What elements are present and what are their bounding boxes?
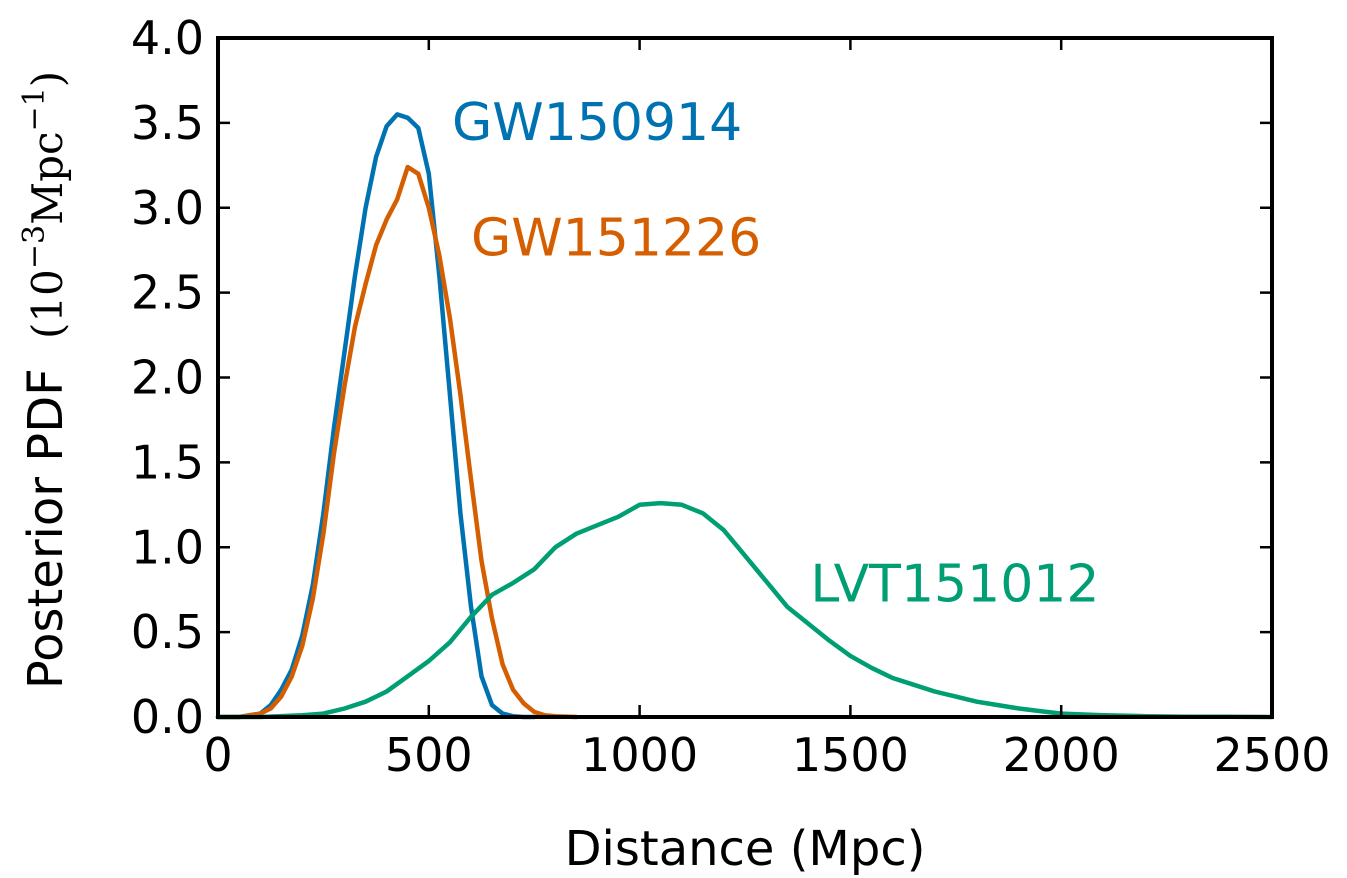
- y-tick-label: 1.0: [131, 520, 204, 574]
- x-tick-label: 1500: [792, 728, 909, 782]
- plot-frame: [216, 36, 1274, 719]
- series-line-gw150914: [215, 112, 537, 720]
- x-tick-label: 0: [203, 728, 232, 782]
- y-axis-unit-mid: Mpc: [23, 131, 72, 224]
- y-axis-unit-exp2: −1: [17, 87, 52, 131]
- series-line-gw151226: [215, 164, 579, 720]
- series-label-gw150914: GW150914: [452, 93, 742, 153]
- y-axis-label-group: Posterior PDF (10−3Mpc−1): [17, 71, 74, 689]
- y-axis-label: Posterior PDF: [18, 368, 74, 689]
- y-tick-label: 0.5: [131, 605, 204, 659]
- x-tick-label: 500: [385, 728, 473, 782]
- x-tick-label: 1000: [581, 728, 698, 782]
- y-tick-label: 2.0: [131, 351, 204, 405]
- y-tick-label: 3.5: [131, 96, 204, 150]
- y-tick-label: 0.0: [131, 690, 204, 744]
- x-tick-label: 2000: [1003, 728, 1120, 782]
- y-tick-label: 1.5: [131, 435, 204, 489]
- series-label-lvt151012: LVT151012: [810, 555, 1099, 615]
- x-axis-label: Distance (Mpc): [565, 821, 926, 877]
- y-axis-unit-exp1: −3: [17, 225, 52, 269]
- y-axis-unit-close: ): [23, 71, 72, 87]
- y-tick-label: 4.0: [131, 11, 204, 65]
- series-line-lvt151012: [215, 500, 1275, 720]
- x-tick-label: 2500: [1213, 728, 1330, 782]
- y-axis-unit-open: (10: [23, 269, 72, 339]
- series-label-gw151226: GW151226: [471, 208, 761, 268]
- y-tick-label: 2.5: [131, 266, 204, 320]
- svg-text:Posterior PDF (10−3Mpc−1: Posterior PDF (10−3Mpc−1): [17, 71, 74, 689]
- y-tick-label: 3.0: [131, 181, 204, 235]
